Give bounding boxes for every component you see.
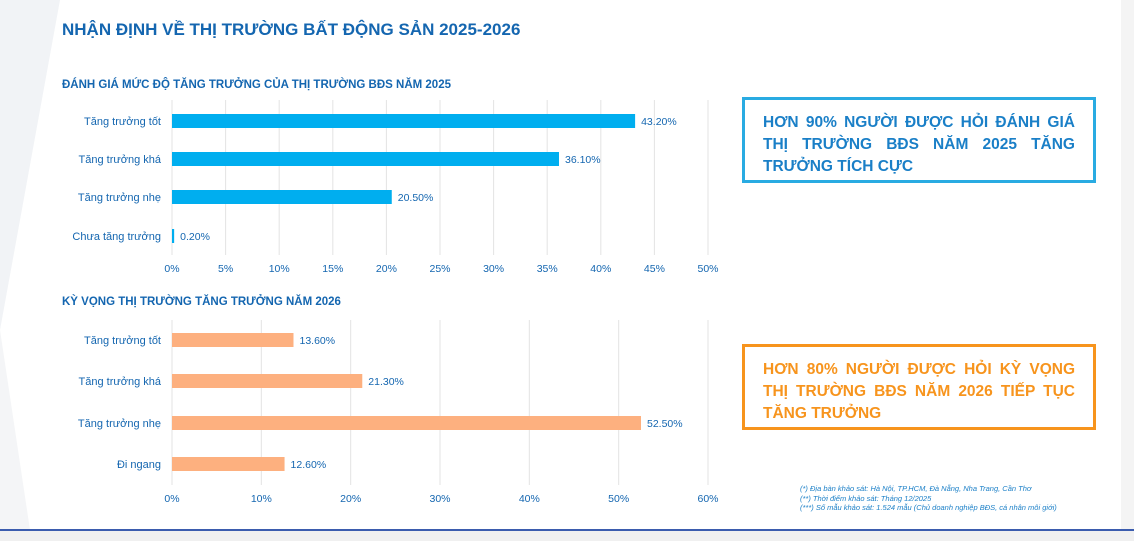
- x-tick-label: 35%: [537, 263, 558, 275]
- bar: [172, 229, 175, 243]
- bar: [172, 374, 363, 388]
- x-tick-label: 0%: [164, 493, 179, 505]
- category-label: Chưa tăng trưởng: [72, 231, 161, 243]
- data-label: 43.20%: [641, 116, 677, 128]
- data-label: 36.10%: [565, 154, 601, 166]
- footnotes: (*) Địa bàn khảo sát: Hà Nội, TP.HCM, Đà…: [800, 484, 1057, 513]
- footer-line: [0, 529, 1134, 531]
- data-label: 52.50%: [647, 418, 683, 430]
- category-label: Tăng trưởng nhẹ: [78, 192, 161, 204]
- page-edge: [1121, 0, 1134, 541]
- callout-2026-text: HƠN 80% NGƯỜI ĐƯỢC HỎI KỲ VỌNG THỊ TRƯỜN…: [763, 361, 1075, 422]
- x-tick-label: 25%: [429, 263, 450, 275]
- data-label: 21.30%: [368, 376, 404, 388]
- x-tick-label: 15%: [322, 263, 343, 275]
- x-tick-label: 40%: [519, 493, 540, 505]
- category-label: Tăng trưởng nhẹ: [78, 418, 161, 430]
- bar: [172, 457, 285, 471]
- callout-2025-text: HƠN 90% NGƯỜI ĐƯỢC HỎI ĐÁNH GIÁ THỊ TRƯỜ…: [763, 114, 1075, 175]
- category-label: Tăng trưởng tốt: [84, 116, 161, 128]
- x-tick-label: 60%: [697, 493, 718, 505]
- x-tick-label: 30%: [429, 493, 450, 505]
- x-tick-label: 10%: [269, 263, 290, 275]
- category-label: Tăng trưởng khá: [79, 154, 162, 166]
- category-label: Tăng trưởng tốt: [84, 335, 161, 347]
- chart1-title: ĐÁNH GIÁ MỨC ĐỘ TĂNG TRƯỞNG CỦA THỊ TRƯỜ…: [62, 79, 451, 91]
- x-tick-label: 50%: [697, 263, 718, 275]
- x-tick-label: 50%: [608, 493, 629, 505]
- x-tick-label: 20%: [376, 263, 397, 275]
- x-tick-label: 5%: [218, 263, 233, 275]
- footnote: (**) Thời điểm khảo sát: Tháng 12/2025: [800, 493, 932, 503]
- category-label: Tăng trưởng khá: [79, 376, 162, 388]
- x-tick-label: 40%: [590, 263, 611, 275]
- x-tick-label: 10%: [251, 493, 272, 505]
- data-label: 20.50%: [398, 192, 434, 204]
- callout-2026: HƠN 80% NGƯỜI ĐƯỢC HỎI KỲ VỌNG THỊ TRƯỜN…: [742, 344, 1096, 430]
- bar: [172, 114, 636, 128]
- bar: [172, 333, 294, 347]
- bar: [172, 416, 641, 430]
- background-shape: [0, 0, 60, 330]
- callout-2025: HƠN 90% NGƯỜI ĐƯỢC HỎI ĐÁNH GIÁ THỊ TRƯỜ…: [742, 97, 1096, 183]
- footnote: (*) Địa bàn khảo sát: Hà Nội, TP.HCM, Đà…: [800, 484, 1032, 493]
- data-label: 12.60%: [291, 459, 327, 471]
- data-label: 0.20%: [180, 231, 210, 243]
- x-tick-label: 45%: [644, 263, 665, 275]
- chart2-title: KỲ VỌNG THỊ TRƯỜNG TĂNG TRƯỞNG NĂM 2026: [62, 296, 341, 308]
- x-tick-label: 0%: [164, 263, 179, 275]
- background-shape: [0, 330, 30, 530]
- page-title: NHẬN ĐỊNH VỀ THỊ TRƯỜNG BẤT ĐỘNG SẢN 202…: [62, 20, 521, 39]
- bar: [172, 152, 559, 166]
- data-label: 13.60%: [299, 335, 335, 347]
- footer-bar: [0, 531, 1134, 541]
- footnote: (***) Số mẫu khảo sát: 1.524 mẫu (Chủ do…: [800, 503, 1057, 512]
- x-tick-label: 30%: [483, 263, 504, 275]
- bar: [172, 190, 392, 204]
- x-tick-label: 20%: [340, 493, 361, 505]
- category-label: Đi ngang: [117, 459, 161, 471]
